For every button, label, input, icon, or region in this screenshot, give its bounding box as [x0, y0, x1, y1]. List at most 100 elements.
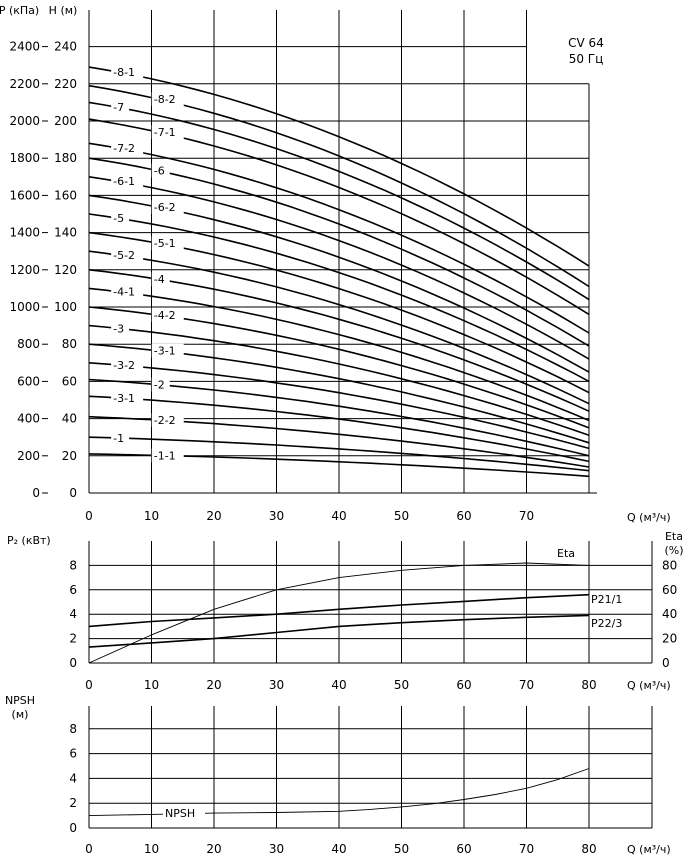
pressure-tick-label: 2000 — [9, 114, 40, 128]
head-curve-label: -3-1 — [113, 392, 135, 405]
x-tick-label: 60 — [456, 678, 471, 692]
x-tick-label: 20 — [206, 678, 221, 692]
x-tick-label: 0 — [85, 842, 93, 856]
x-tick-label: 10 — [144, 678, 159, 692]
x-tick-label: 50 — [394, 678, 409, 692]
curve-label-background — [163, 806, 205, 820]
series-label-p22: P22/3 — [591, 617, 622, 630]
head-curve-label: -7-2 — [113, 142, 135, 155]
head-axis-title: H (м) — [49, 4, 78, 17]
npsh-tick-label: 2 — [69, 796, 77, 810]
head-curve — [88, 101, 590, 301]
npsh-axis-title: NPSH — [5, 694, 35, 707]
pressure-tick-label: 2400 — [9, 40, 40, 54]
curve-label-background — [111, 390, 144, 405]
curve-label-background — [151, 272, 170, 287]
model-label: CV 64 — [568, 36, 604, 50]
eta-tick-label: 20 — [662, 632, 677, 646]
head-tick-label: 200 — [54, 114, 77, 128]
head-curve-label: -1-1 — [154, 449, 176, 462]
pressure-tick-label: 1800 — [9, 151, 40, 165]
npsh-axis-unit: (м) — [12, 708, 29, 721]
head-tick-label: 140 — [54, 226, 77, 240]
head-curve — [88, 66, 590, 267]
pressure-tick-label: 1200 — [9, 263, 40, 277]
x-tick-label: 30 — [269, 842, 284, 856]
x-tick-label: 60 — [456, 842, 471, 856]
curve-label-background — [151, 413, 184, 428]
head-curve-label: -8-2 — [154, 93, 176, 106]
head-curve — [88, 269, 590, 412]
head-curve-label: -7-1 — [154, 126, 176, 139]
curve-label-background — [151, 448, 184, 463]
curve-label-background — [151, 343, 184, 358]
pressure-tick-label: 400 — [17, 412, 40, 426]
x-tick-label: 20 — [206, 509, 221, 523]
head-curve-label: -4 — [154, 273, 165, 286]
head-curve-label: -3-2 — [113, 359, 135, 372]
head-curve-label: -4-2 — [154, 309, 176, 322]
head-curve — [88, 157, 590, 347]
head-curve-label: -5 — [113, 212, 124, 225]
head-tick-label: 40 — [62, 412, 77, 426]
x-tick-label: 70 — [519, 509, 534, 523]
x-axis-title: Q (м³/ч) — [627, 843, 671, 856]
curve-label-background — [151, 236, 184, 251]
npsh-tick-label: 6 — [69, 747, 77, 761]
npsh-tick-label: 8 — [69, 722, 77, 736]
head-curve-label: -6-1 — [113, 175, 135, 188]
head-tick-label: 20 — [62, 449, 77, 463]
head-tick-label: 100 — [54, 300, 77, 314]
x-axis-title: Q (м³/ч) — [627, 511, 671, 524]
series-label-eta: Eta — [557, 547, 575, 560]
head-curve-label: -6 — [154, 165, 165, 178]
pressure-tick-label: 1600 — [9, 188, 40, 202]
head-tick-label: 60 — [62, 374, 77, 388]
head-curve — [88, 436, 590, 472]
curve-label-background — [111, 247, 144, 262]
x-axis-title: Q (м³/ч) — [627, 679, 671, 692]
eta-axis-unit: (%) — [664, 544, 683, 557]
curve-label-background — [151, 125, 184, 140]
curve-label-background — [111, 140, 144, 155]
curve-label-background — [151, 377, 170, 392]
head-curve-label: -2-2 — [154, 414, 176, 427]
head-curve-label: -1 — [113, 432, 124, 445]
power-tick-label: 4 — [69, 607, 77, 621]
x-tick-label: 30 — [269, 509, 284, 523]
curve-label-background — [111, 100, 130, 115]
x-tick-label: 80 — [581, 678, 596, 692]
curve-label-background — [111, 431, 130, 446]
x-tick-label: 40 — [331, 842, 346, 856]
power-curve — [88, 614, 590, 648]
x-tick-label: 60 — [456, 509, 471, 523]
pressure-tick-label: 200 — [17, 449, 40, 463]
curve-label-background — [111, 284, 144, 299]
x-tick-label: 10 — [144, 842, 159, 856]
curve-label-background — [111, 321, 130, 336]
curve-label-background — [111, 357, 144, 372]
x-tick-label: 50 — [394, 842, 409, 856]
head-tick-label: 220 — [54, 77, 77, 91]
head-tick-label: 160 — [54, 188, 77, 202]
pressure-tick-label: 0 — [32, 486, 40, 500]
eta-tick-label: 0 — [662, 656, 670, 670]
head-curve — [88, 378, 590, 457]
head-curve-label: -5-2 — [113, 249, 135, 262]
head-tick-label: 80 — [62, 337, 77, 351]
series-label-npsh: NPSH — [165, 807, 195, 820]
head-tick-label: 0 — [69, 486, 77, 500]
pressure-tick-label: 1400 — [9, 226, 40, 240]
pressure-tick-label: 800 — [17, 337, 40, 351]
x-tick-label: 20 — [206, 842, 221, 856]
head-curve-label: -4-1 — [113, 286, 135, 299]
power-tick-label: 6 — [69, 583, 77, 597]
eta-tick-label: 80 — [662, 558, 677, 572]
curve-label-background — [151, 163, 170, 178]
power-tick-label: 0 — [69, 656, 77, 670]
head-curve-label: -6-2 — [154, 201, 176, 214]
x-tick-label: 0 — [85, 678, 93, 692]
head-curve — [88, 287, 590, 422]
pressure-axis-title: P (кПа) — [0, 4, 39, 17]
